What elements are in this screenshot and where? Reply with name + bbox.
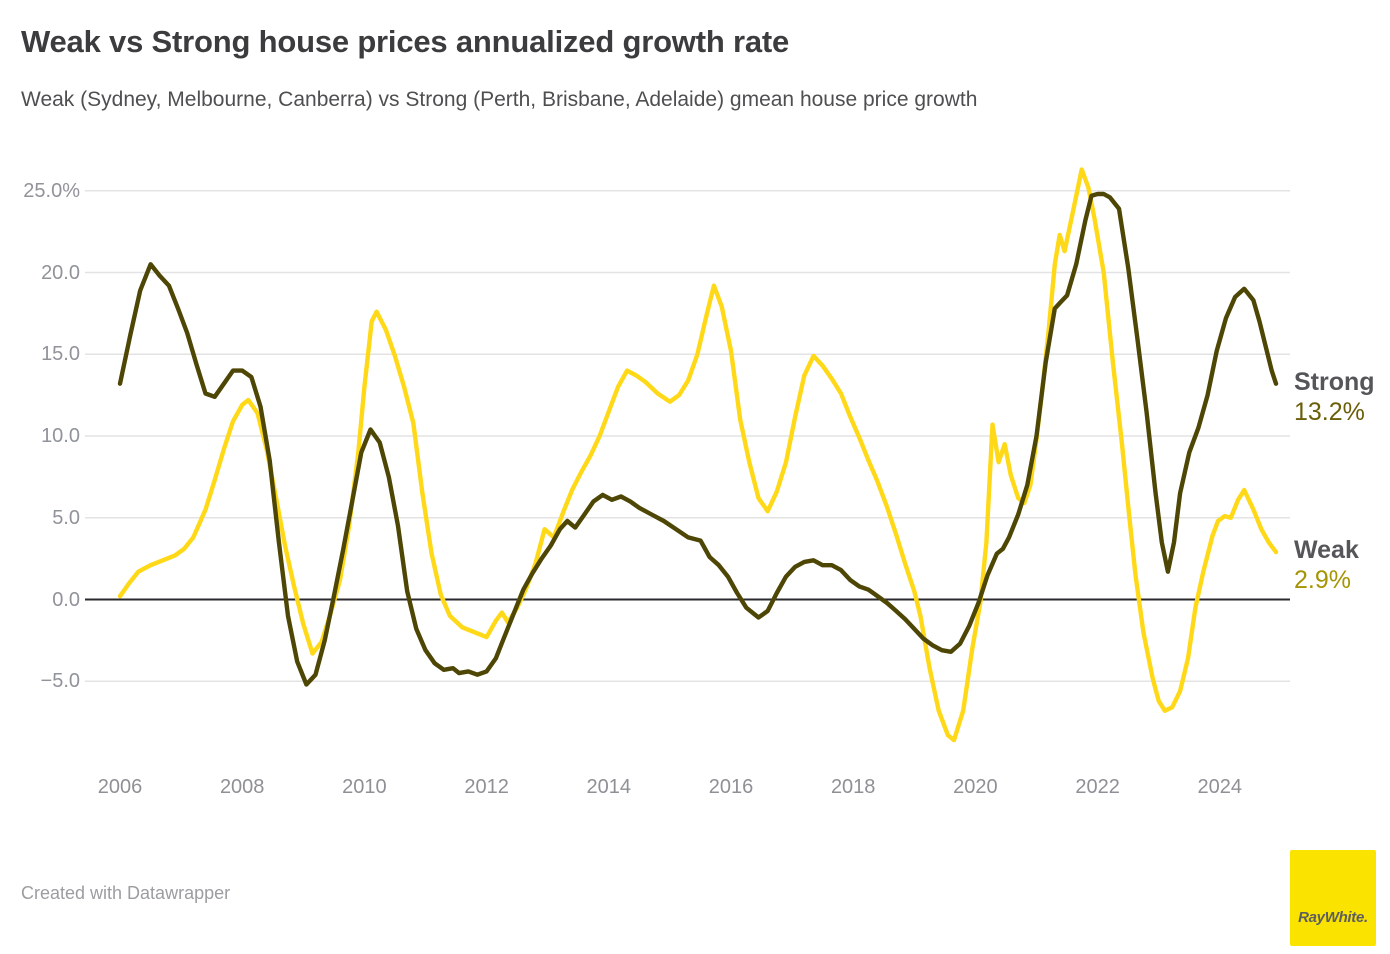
x-axis-tick-label-2010: 2010 xyxy=(342,776,387,798)
x-axis-tick-label-2018: 2018 xyxy=(830,776,876,798)
x-axis-tick-label-2006: 2006 xyxy=(97,776,143,798)
series-line-strong xyxy=(117,191,1279,687)
x-axis-tick-label-2008: 2008 xyxy=(219,776,265,798)
y-axis-tick-label-10: 10.0 xyxy=(41,425,80,447)
raywhite-logo-text: RayWhite. xyxy=(1298,909,1368,926)
series-end-value-strong: 13.2% xyxy=(1294,397,1365,426)
series-label-strong: Strong 13.2% xyxy=(1294,367,1375,427)
y-axis-tick-label-5: 5.0 xyxy=(52,506,80,529)
x-axis-tick-label-2012: 2012 xyxy=(464,776,509,798)
chart-title: Weak vs Strong house prices annualized g… xyxy=(21,24,790,59)
y-axis-tick-label-0: 0.0 xyxy=(52,588,80,611)
y-axis-tick-label-15: 15.0 xyxy=(41,343,80,366)
x-axis-tick-label-2024: 2024 xyxy=(1197,776,1243,798)
chart-subtitle: Weak (Sydney, Melbourne, Canberra) vs St… xyxy=(21,88,978,111)
series-line-weak xyxy=(117,167,1279,743)
x-axis-tick-label-2016: 2016 xyxy=(708,776,754,798)
y-axis-tick-label--5: −5.0 xyxy=(40,670,80,693)
x-axis-tick-label-2014: 2014 xyxy=(586,776,632,798)
series-end-value-weak: 2.9% xyxy=(1294,566,1351,595)
series-name-strong: Strong xyxy=(1294,367,1375,396)
y-axis-tick-label-25: 25.0% xyxy=(23,179,80,202)
credit-text: Created with Datawrapper xyxy=(21,883,231,903)
series-label-weak: Weak 2.9% xyxy=(1294,535,1359,595)
x-axis-tick-label-2022: 2022 xyxy=(1075,776,1120,798)
raywhite-logo: RayWhite. xyxy=(1290,850,1376,946)
x-axis-tick-label-2020: 2020 xyxy=(953,776,998,798)
series-name-weak: Weak xyxy=(1294,536,1359,565)
y-axis-tick-label-20: 20.0 xyxy=(41,261,80,284)
